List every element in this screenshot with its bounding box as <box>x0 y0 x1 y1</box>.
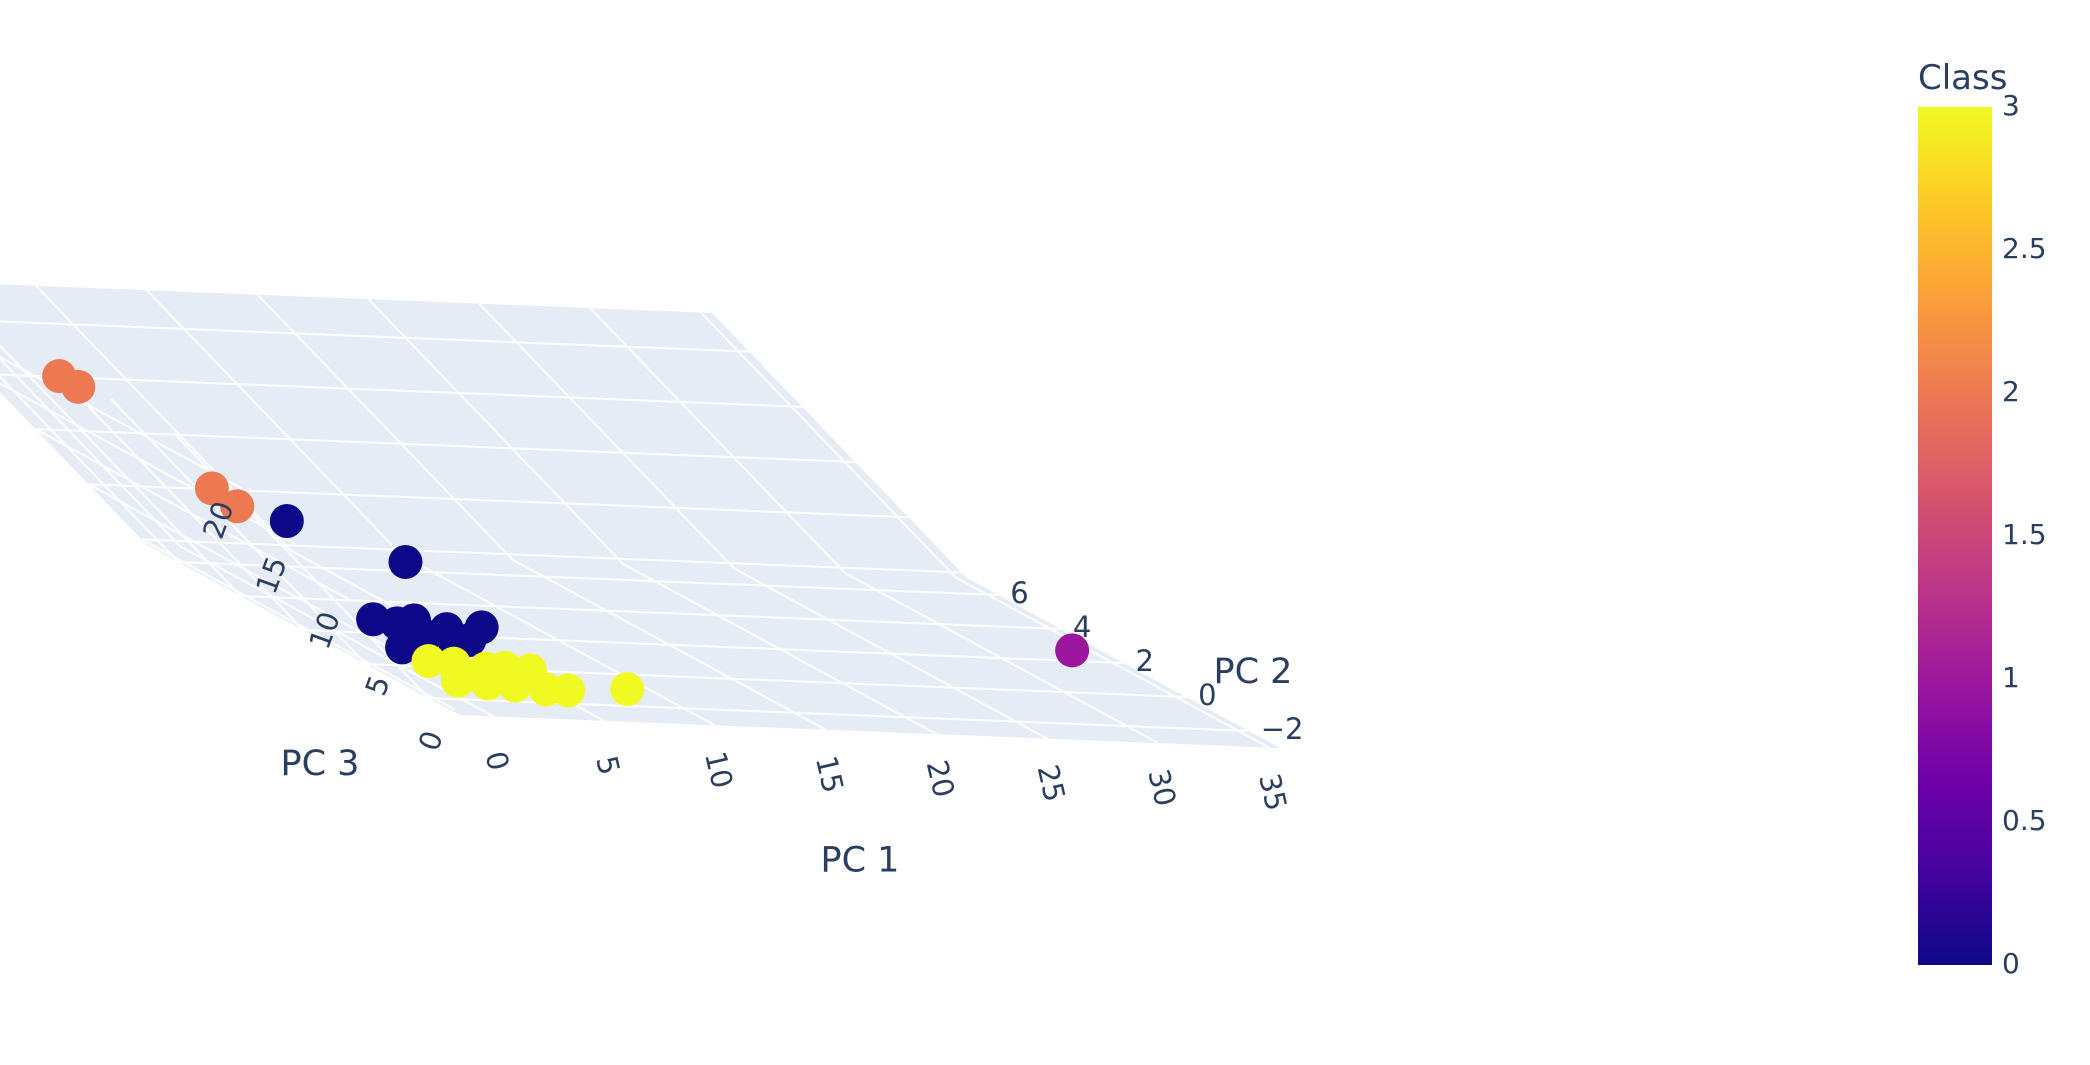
x-tick-label: 15 <box>809 752 850 796</box>
x-tick-label: 30 <box>1141 766 1182 810</box>
data-point[interactable] <box>498 668 533 703</box>
data-point[interactable] <box>385 630 420 665</box>
x-grid-line <box>0 357 181 548</box>
colorbar-tick-label: 0 <box>2002 947 2020 980</box>
colorbar-tick-label: 1.5 <box>2002 518 2047 551</box>
x-tick-label: 20 <box>920 757 961 801</box>
data-point[interactable] <box>269 504 304 539</box>
x-grid-line <box>700 311 957 579</box>
y-grid-line <box>178 561 999 596</box>
x-tick-label: 35 <box>1252 770 1293 814</box>
y-tick-label: 2 <box>1136 644 1154 678</box>
y-grid-line <box>240 595 1061 630</box>
colorbar-ticks: 0 0.5 1 1.5 2 2.5 3 <box>2002 89 2047 980</box>
y-tick-label: 0 <box>1198 678 1216 712</box>
x-grid-line <box>146 289 403 556</box>
colorbar-gradient <box>1918 107 1992 965</box>
x-tick-label: 25 <box>1031 761 1072 805</box>
colorbar-tick-label: 0.5 <box>2002 804 2047 837</box>
y-tick-label: −2 <box>1261 712 1304 746</box>
x-grid-line <box>256 294 514 561</box>
z-grid-line <box>34 428 349 600</box>
colorbar: Class 0 0.5 1 1.5 2 2.5 3 <box>1918 58 2047 980</box>
data-point[interactable] <box>411 644 446 679</box>
x-tick-label: 0 <box>479 748 516 774</box>
y-grid-line <box>47 364 305 631</box>
colorbar-tick-label: 2 <box>2002 375 2020 408</box>
data-point[interactable] <box>220 489 255 524</box>
x-tick-label: 5 <box>589 753 626 779</box>
z-grid-line <box>35 428 856 464</box>
z-grid-line <box>141 538 962 574</box>
z-grid-line <box>0 355 243 490</box>
x-grid-line <box>367 298 625 565</box>
x-axis-ticks: 0 5 10 15 20 25 30 35 <box>479 748 1294 814</box>
y-tick-label: 4 <box>1073 610 1091 644</box>
data-point[interactable] <box>388 544 423 579</box>
z-tick-label: 0 <box>412 726 450 755</box>
z-grid-line <box>88 483 403 656</box>
data-point[interactable] <box>440 663 475 698</box>
z-grid-line <box>141 538 456 711</box>
z-axis-title: PC 3 <box>281 744 360 784</box>
data-point[interactable] <box>551 673 586 708</box>
data-point[interactable] <box>61 369 96 404</box>
colorbar-tick-label: 2.5 <box>2002 232 2047 265</box>
data-point[interactable] <box>194 471 229 506</box>
x-axis-title: PC 1 <box>821 841 900 881</box>
y-grid-line <box>110 398 367 665</box>
x-grid-line <box>478 302 736 570</box>
y-axis-title: PC 2 <box>1214 652 1293 692</box>
y-axis-ticks: −2 0 2 4 6 <box>1010 576 1303 746</box>
scatter-points[interactable] <box>42 359 1090 708</box>
z-grid-line <box>0 373 803 408</box>
x-tick-label: 10 <box>698 748 739 792</box>
y-tick-label: 6 <box>1010 576 1028 610</box>
grid-lines <box>0 285 1270 749</box>
colorbar-tick-label: 3 <box>2002 89 2020 122</box>
x-grid-line <box>589 307 846 574</box>
colorbar-tick-label: 1 <box>2002 661 2020 694</box>
data-point[interactable] <box>610 672 645 707</box>
data-point[interactable] <box>1055 633 1090 668</box>
data-point[interactable] <box>470 666 505 701</box>
z-grid-line <box>0 320 750 353</box>
colorbar-title: Class <box>1918 58 2007 98</box>
